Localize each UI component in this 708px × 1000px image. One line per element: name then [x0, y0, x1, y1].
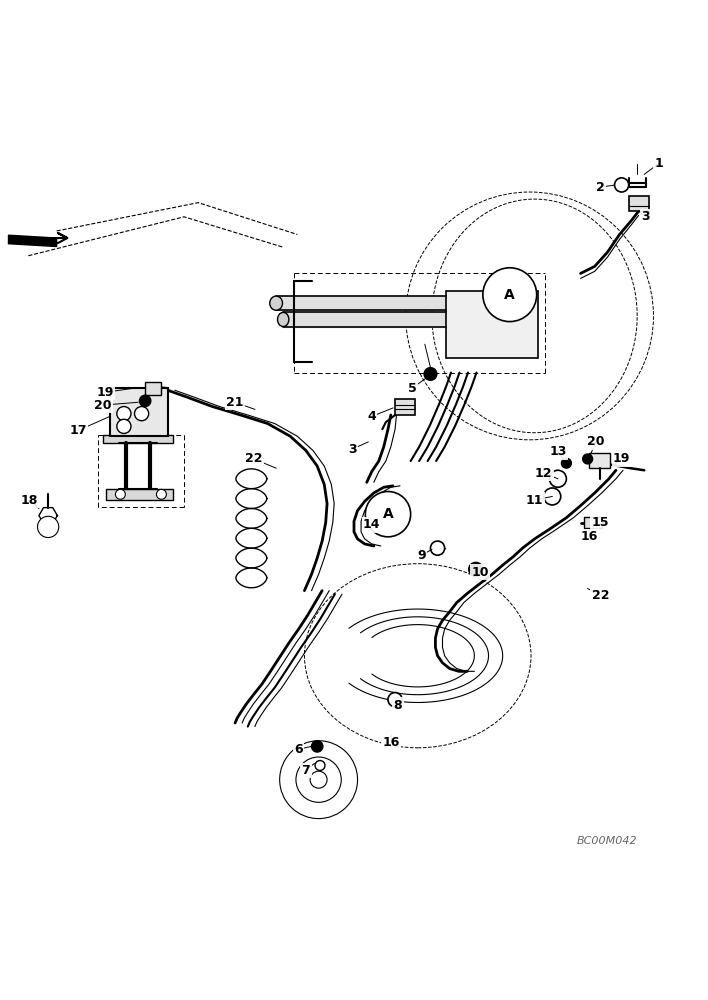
Text: 21: 21: [227, 396, 244, 409]
Bar: [589, 453, 610, 468]
Circle shape: [115, 489, 125, 499]
Text: 8: 8: [394, 699, 402, 712]
Circle shape: [117, 419, 131, 433]
Text: 11: 11: [526, 493, 543, 506]
Circle shape: [135, 407, 149, 421]
Text: 22: 22: [245, 452, 262, 465]
Circle shape: [430, 541, 445, 555]
Text: 14: 14: [363, 518, 380, 531]
Circle shape: [315, 761, 325, 770]
Ellipse shape: [278, 312, 289, 327]
Bar: [584, 517, 602, 528]
Circle shape: [469, 562, 483, 576]
Circle shape: [139, 395, 151, 407]
Text: 17: 17: [69, 424, 86, 437]
Circle shape: [549, 470, 566, 487]
Bar: [110, 388, 168, 436]
Text: 3: 3: [641, 210, 650, 223]
Text: A: A: [382, 507, 394, 521]
Polygon shape: [8, 235, 57, 247]
Text: 19: 19: [613, 452, 630, 465]
Text: 22: 22: [592, 589, 609, 602]
Circle shape: [365, 492, 411, 537]
Text: 9: 9: [417, 549, 426, 562]
Circle shape: [280, 741, 358, 819]
Bar: [629, 196, 649, 211]
Text: BC00M042: BC00M042: [577, 836, 638, 846]
Circle shape: [388, 693, 402, 707]
Circle shape: [561, 458, 571, 468]
Text: 10: 10: [472, 566, 489, 579]
Bar: [106, 489, 173, 500]
Circle shape: [483, 268, 537, 322]
Text: 3: 3: [348, 443, 357, 456]
Circle shape: [424, 368, 437, 380]
Text: 5: 5: [408, 382, 416, 395]
Circle shape: [310, 771, 327, 788]
Circle shape: [544, 488, 561, 505]
Ellipse shape: [270, 296, 282, 310]
Circle shape: [615, 178, 629, 192]
Text: 7: 7: [302, 764, 310, 777]
Circle shape: [156, 489, 166, 499]
Text: 12: 12: [535, 467, 552, 480]
Text: 1: 1: [654, 157, 663, 170]
Circle shape: [38, 516, 59, 538]
Text: 18: 18: [21, 493, 38, 506]
Circle shape: [583, 454, 593, 464]
Bar: [145, 382, 161, 395]
Text: 20: 20: [94, 399, 111, 412]
Bar: [103, 435, 173, 443]
Bar: [446, 291, 538, 358]
Text: 4: 4: [367, 410, 376, 423]
Circle shape: [296, 757, 341, 802]
Text: A: A: [504, 288, 515, 302]
Text: 2: 2: [596, 181, 605, 194]
Bar: [395, 399, 415, 415]
Text: 15: 15: [592, 516, 609, 529]
Text: 16: 16: [581, 530, 598, 543]
Text: 20: 20: [588, 435, 605, 448]
Text: 6: 6: [295, 743, 303, 756]
Text: 16: 16: [382, 736, 399, 749]
Circle shape: [312, 741, 323, 752]
Text: 19: 19: [96, 386, 113, 399]
Text: 13: 13: [549, 445, 566, 458]
Circle shape: [117, 407, 131, 421]
